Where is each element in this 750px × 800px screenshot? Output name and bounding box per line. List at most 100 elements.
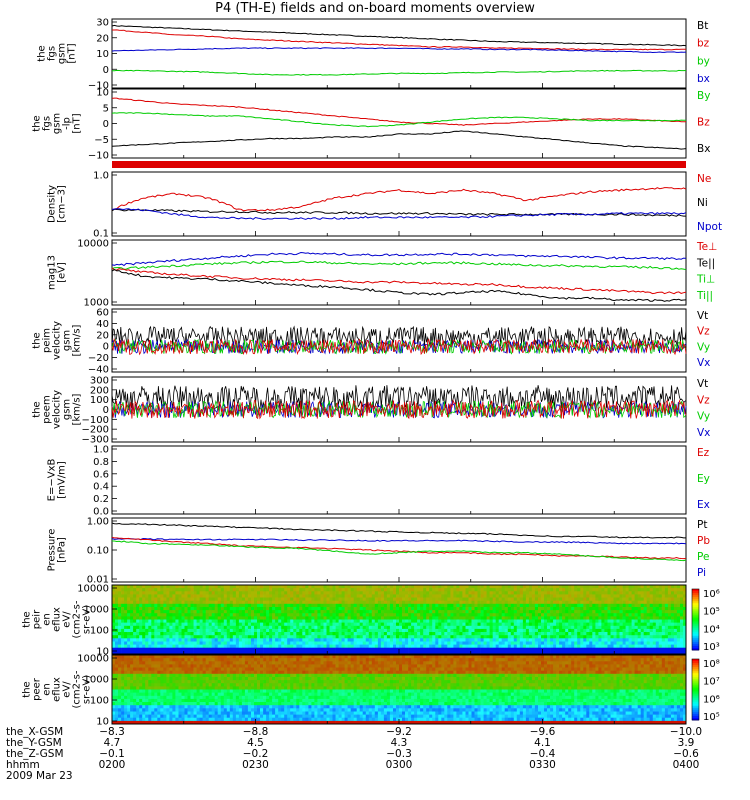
heatmap-cell <box>178 702 182 706</box>
heatmap-cell <box>199 591 203 595</box>
heatmap-cell <box>559 635 563 639</box>
heatmap-cell <box>538 638 542 642</box>
heatmap-cell <box>577 591 581 595</box>
heatmap-cell <box>166 613 170 617</box>
heatmap-cell <box>356 641 361 645</box>
heatmap-cell <box>175 635 179 639</box>
heatmap-cell <box>399 607 403 611</box>
heatmap-cell <box>586 638 590 642</box>
heatmap-cell <box>112 705 116 709</box>
heatmap-cell <box>471 588 475 592</box>
heatmap-cell <box>377 641 382 645</box>
heatmap-cell <box>658 647 663 652</box>
heatmap-cell <box>266 619 270 623</box>
heatmap-cell <box>214 600 219 605</box>
heatmap-cell <box>477 647 481 652</box>
heatmap-cell <box>547 616 551 620</box>
heatmap-cell <box>172 667 176 671</box>
heatmap-cell <box>664 603 669 608</box>
heatmap-cell <box>281 607 285 611</box>
heatmap-cell <box>320 603 324 608</box>
heatmap-cell <box>655 644 660 649</box>
heatmap-cell <box>139 610 143 614</box>
heatmap-cell <box>670 641 675 645</box>
heatmap-cell <box>414 610 418 614</box>
heatmap-cell <box>607 591 611 595</box>
heatmap-cell <box>556 622 560 627</box>
heatmap-cell <box>124 638 128 642</box>
heatmap-cell <box>344 594 348 598</box>
heatmap-cell <box>513 591 518 595</box>
heatmap-cell <box>399 594 403 598</box>
heatmap-cell <box>658 594 663 598</box>
heatmap-cell <box>281 644 285 649</box>
heatmap-cell <box>254 628 258 633</box>
heatmap-cell <box>326 610 330 614</box>
heatmap-cell <box>142 705 146 709</box>
heatmap-cell <box>341 591 345 595</box>
heatmap-cell <box>616 628 620 633</box>
heatmap-cell <box>124 591 128 595</box>
heatmap-cell <box>504 616 509 620</box>
heatmap-cell <box>574 594 578 598</box>
heatmap-cell <box>226 607 231 611</box>
colorbar-cell <box>692 609 699 612</box>
heatmap-cell <box>220 628 225 633</box>
heatmap-cell <box>495 613 500 617</box>
heatmap-cell <box>389 603 394 608</box>
heatmap-cell <box>329 591 333 595</box>
heatmap-cell <box>314 613 318 617</box>
heatmap-cell <box>127 680 131 684</box>
heatmap-cell <box>683 591 687 595</box>
heatmap-cell <box>124 628 128 633</box>
heatmap-cell <box>151 720 155 725</box>
heatmap-cell <box>562 616 566 620</box>
heatmap-cell <box>365 622 370 627</box>
heatmap-cell <box>649 625 654 630</box>
heatmap-cell <box>269 638 273 642</box>
heatmap-cell <box>547 635 551 639</box>
heatmap-cell <box>148 622 152 627</box>
heatmap-cell <box>296 616 300 620</box>
heatmap-cell <box>341 635 345 639</box>
colorbar-tick-label: 10⁵ <box>703 607 720 618</box>
heatmap-cell <box>486 650 490 655</box>
heatmap-cell <box>254 641 258 645</box>
heatmap-cell <box>175 632 179 636</box>
series-line-Pt <box>111 522 686 539</box>
heatmap-cell <box>414 625 418 630</box>
heatmap-cell <box>396 632 400 636</box>
heatmap-cell <box>344 588 348 592</box>
heatmap-cell <box>151 683 155 687</box>
heatmap-cell <box>284 619 288 623</box>
heatmap-cell <box>374 650 379 655</box>
heatmap-cell <box>414 644 418 649</box>
heatmap-cell <box>429 616 433 620</box>
heatmap-cell <box>356 600 361 605</box>
heatmap-cell <box>193 644 197 649</box>
heatmap-cell <box>655 622 660 627</box>
heatmap-cell <box>266 600 270 605</box>
heatmap-cell <box>501 594 506 598</box>
heatmap-cell <box>157 677 161 681</box>
heatmap-cell <box>474 603 478 608</box>
heatmap-cell <box>525 588 530 592</box>
heatmap-cell <box>145 680 149 684</box>
heatmap-cell <box>462 607 466 611</box>
heatmap-cell <box>598 597 602 601</box>
heatmap-cell <box>393 613 397 617</box>
heatmap-cell <box>664 628 669 633</box>
heatmap-cell <box>673 641 678 645</box>
heatmap-cell <box>389 632 394 636</box>
y-axis-label-line: the <box>37 45 48 61</box>
heatmap-cell <box>589 616 593 620</box>
heatmap-cell <box>115 714 119 719</box>
heatmap-cell <box>287 603 291 608</box>
heatmap-cell <box>492 597 497 601</box>
heatmap-cell <box>553 594 557 598</box>
heatmap-cell <box>619 622 623 627</box>
heatmap-cell <box>241 622 246 627</box>
heatmap-cell <box>208 628 213 633</box>
heatmap-cell <box>133 692 137 697</box>
heatmap-cell <box>423 613 427 617</box>
